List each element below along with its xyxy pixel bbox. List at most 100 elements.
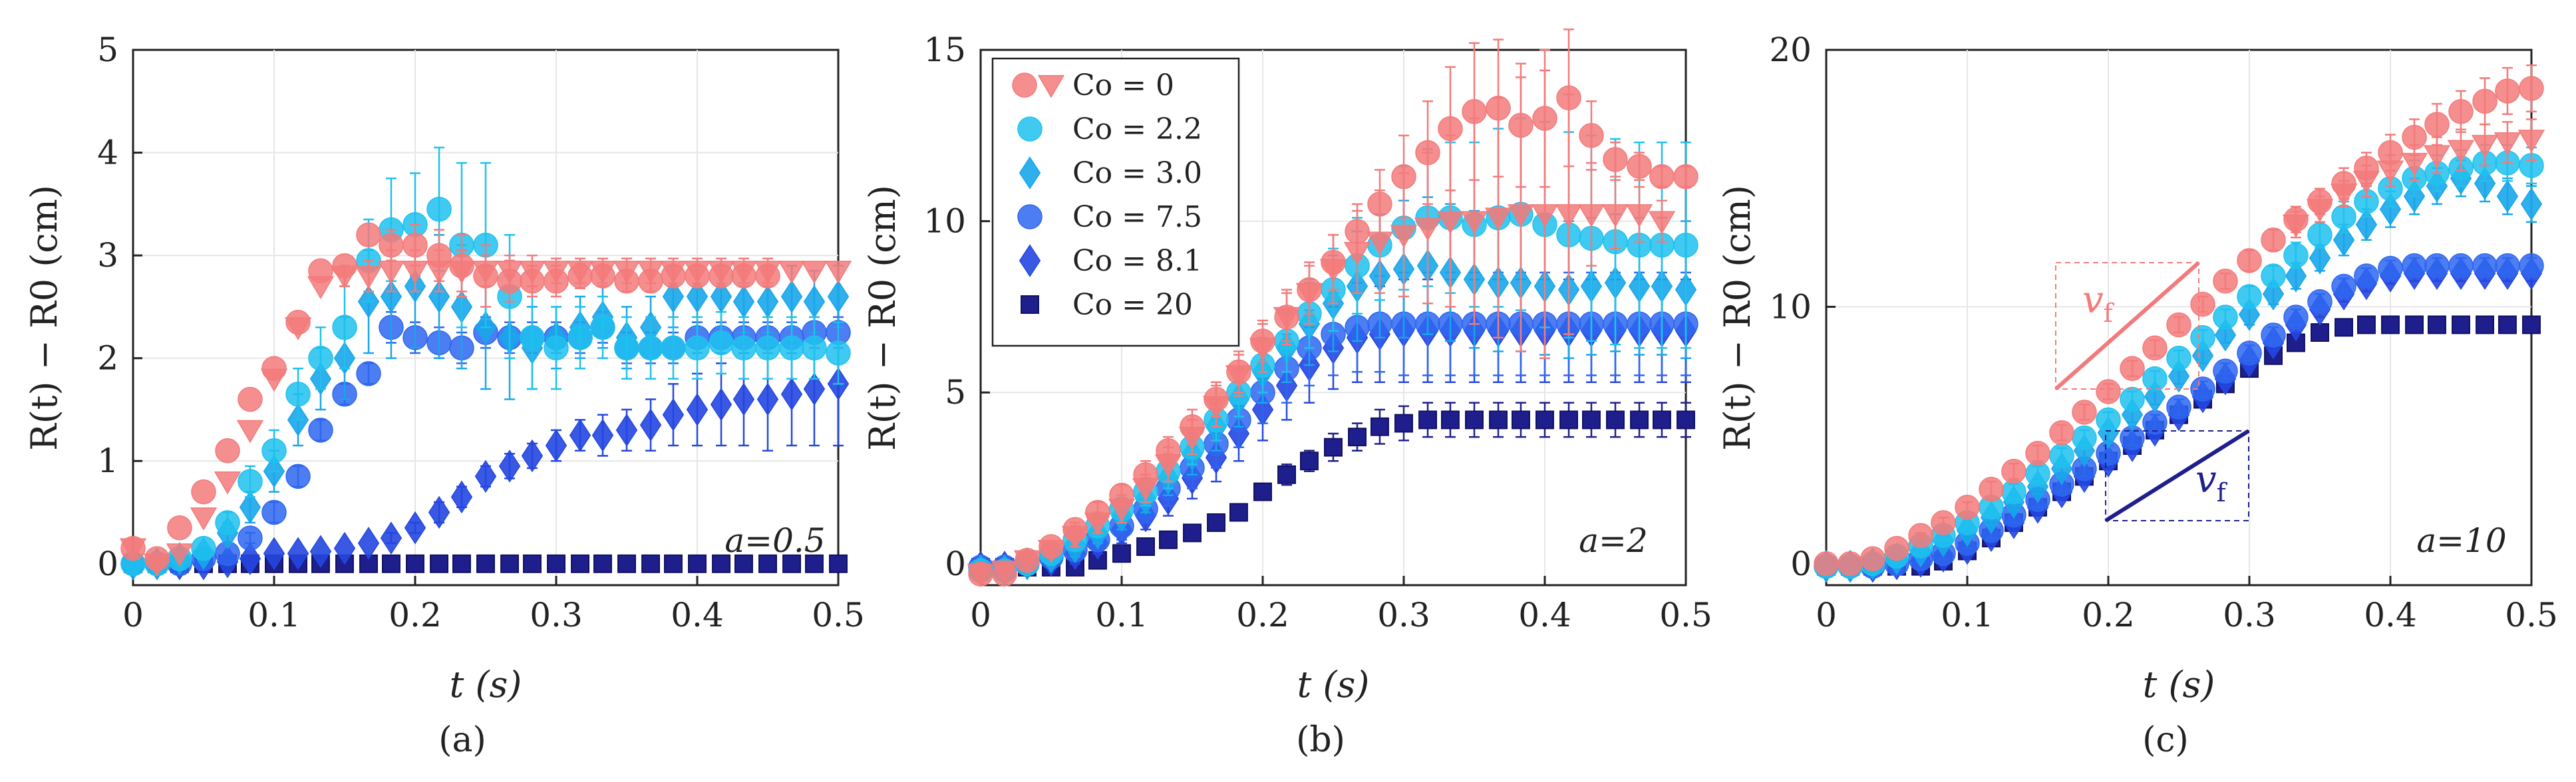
y-tick-label: 3 — [97, 236, 118, 275]
data-point-co75 — [2495, 253, 2520, 279]
data-point-co81 — [662, 398, 685, 432]
x-tick-label: 0.5 — [812, 596, 865, 634]
data-point-co0 — [2495, 78, 2520, 104]
data-point-co0 — [1345, 219, 1370, 244]
data-point-co20 — [1653, 410, 1671, 430]
data-point-co30 — [2496, 180, 2519, 213]
legend-marker-square — [1021, 295, 1039, 314]
data-point-co22 — [779, 335, 804, 360]
data-point-co81 — [404, 511, 426, 545]
y-tick-label: 20 — [1769, 31, 1812, 69]
y-tick-label: 4 — [97, 134, 118, 172]
data-point-co20 — [2357, 315, 2376, 334]
data-point-co0 — [1133, 462, 1158, 487]
data-point-co0 — [1814, 551, 1839, 577]
data-point-co0 — [968, 561, 993, 587]
x-tick-label: 0.5 — [1659, 596, 1712, 634]
y-tick-label: 0 — [945, 545, 966, 583]
data-point-co20 — [1159, 530, 1178, 549]
data-point-co22 — [285, 382, 311, 407]
data-point-co0 — [2519, 76, 2544, 101]
x-tick-label: 0.3 — [1377, 596, 1430, 634]
data-point-co75 — [2448, 253, 2474, 279]
data-point-co0 — [426, 243, 452, 268]
data-point-co81 — [591, 418, 614, 452]
data-point-co20 — [758, 554, 777, 573]
data-point-co22 — [308, 345, 333, 371]
data-point-co0 — [661, 263, 686, 289]
x-tick-label: 0.4 — [671, 596, 724, 634]
data-point-co81 — [333, 531, 356, 565]
data-point-co0 — [1250, 328, 1275, 354]
slope-box-upper — [2055, 262, 2199, 390]
data-point-co0 — [1015, 547, 1040, 573]
data-point-co0 — [2471, 134, 2499, 158]
data-point-co20 — [782, 554, 801, 573]
data-point-co81 — [756, 382, 779, 416]
data-point-co20 — [382, 554, 401, 573]
panel-a: 0 0.1 0.2 0.3 0.4 0.5 0 1 2 3 4 5 t (s) R(t) − R0 … — [23, 31, 865, 760]
y-tick-labels: 0 1 2 3 4 5 — [97, 31, 118, 583]
data-point-co75 — [238, 525, 263, 551]
legend-entry-co30: Co = 3.0 — [1019, 156, 1202, 190]
y-tick-label: 5 — [945, 373, 966, 412]
x-tick-label: 0.4 — [1518, 596, 1571, 634]
data-point-co81 — [780, 378, 803, 411]
data-point-co0 — [1391, 164, 1416, 190]
data-point-co20 — [641, 554, 661, 573]
data-point-co0 — [1109, 483, 1134, 508]
data-point-co0 — [1415, 140, 1440, 166]
data-point-co75 — [2424, 253, 2450, 279]
data-point-co0 — [2354, 155, 2379, 181]
x-tick-label: 0.3 — [530, 596, 583, 634]
data-point-co20 — [523, 554, 542, 573]
data-point-co0 — [992, 561, 1017, 587]
data-point-co22 — [709, 330, 734, 356]
data-point-co0 — [2261, 227, 2286, 253]
data-point-co0 — [2331, 171, 2356, 196]
panel-b: 0 0.1 0.2 0.3 0.4 0.5 0 5 10 15 t (s) R(t) − R0 … — [862, 28, 1712, 760]
data-point-co20 — [1441, 410, 1460, 430]
y-tick-label: 1 — [97, 442, 118, 480]
y-tick-label: 10 — [1769, 287, 1812, 326]
data-point-co0 — [1460, 211, 1488, 235]
data-point-co0 — [144, 546, 170, 571]
data-point-co30 — [2309, 241, 2331, 275]
data-point-co20 — [1677, 410, 1695, 430]
data-point-co0 — [2447, 140, 2475, 164]
y-tick-label: 0 — [97, 545, 118, 583]
data-point-co20 — [2405, 315, 2424, 334]
legend-marker-diamond — [1019, 244, 1041, 277]
data-point-co0 — [2402, 124, 2427, 150]
data-point-co20 — [1535, 410, 1554, 430]
data-point-co20 — [1465, 410, 1484, 430]
data-point-co22 — [2049, 443, 2074, 469]
data-point-co0 — [167, 515, 192, 541]
data-point-co20 — [1183, 523, 1202, 543]
data-point-co22 — [1673, 232, 1698, 258]
data-point-co22 — [2120, 386, 2145, 412]
data-point-co0 — [2213, 269, 2238, 294]
data-point-co0 — [1531, 204, 1559, 227]
panel-tag: (a) — [438, 720, 486, 760]
x-tick-label: 0 — [122, 596, 144, 634]
legend-label: Co = 3.0 — [1072, 156, 1202, 190]
legend-entry-co0: Co = 0 — [1012, 68, 1174, 102]
x-tick-labels: 0 0.1 0.2 0.3 0.4 0.5 — [970, 596, 1712, 634]
data-point-co20 — [430, 554, 449, 573]
x-tick-label: 0.1 — [247, 596, 301, 634]
data-point-co22 — [2307, 222, 2333, 247]
data-point-co0 — [1860, 546, 1885, 571]
data-point-co20 — [688, 554, 707, 573]
legend-marker-triangle-down — [1037, 74, 1065, 98]
data-point-co0 — [2283, 207, 2309, 232]
data-point-co20 — [1348, 428, 1367, 447]
x-tick-label: 0.2 — [1236, 596, 1289, 634]
data-point-co22 — [426, 196, 452, 222]
data-point-co20 — [406, 554, 424, 573]
data-point-co0 — [2120, 356, 2145, 381]
data-point-co0 — [1321, 249, 1346, 275]
legend-entry-co81: Co = 8.1 — [1019, 244, 1202, 278]
data-point-co22 — [544, 335, 569, 360]
